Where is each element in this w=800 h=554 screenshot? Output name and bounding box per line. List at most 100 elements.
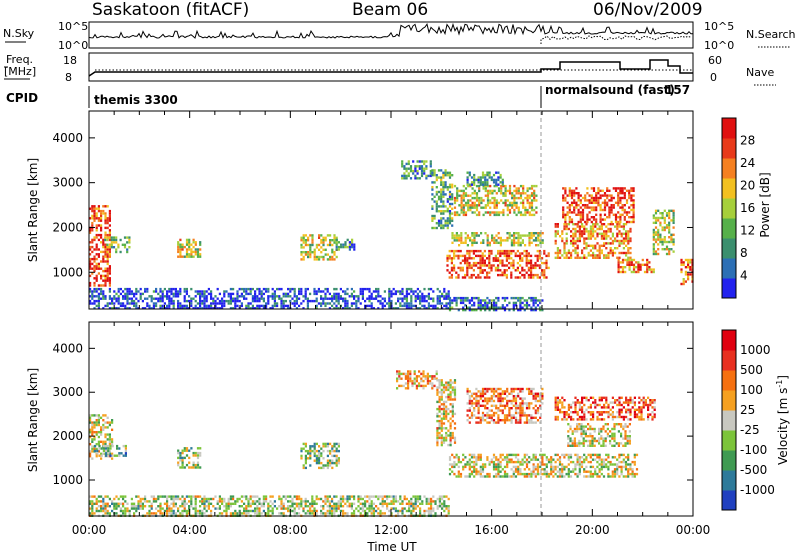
power-cell — [528, 296, 531, 300]
power-cell — [517, 232, 520, 235]
power-cell — [626, 261, 629, 264]
power-cell — [618, 251, 621, 255]
velocity-cell — [539, 392, 542, 395]
power-cell — [545, 266, 548, 270]
velocity-cell — [192, 454, 195, 457]
velocity-cell — [651, 418, 654, 421]
power-cell — [108, 236, 111, 239]
power-cell — [483, 254, 486, 258]
velocity-cell — [534, 468, 537, 471]
power-cell — [442, 200, 445, 203]
power-cell — [488, 276, 491, 279]
power-cell — [497, 176, 500, 179]
power-cell — [104, 245, 107, 249]
power-cell — [628, 189, 631, 192]
velocity-cell — [488, 475, 491, 478]
power-cell — [459, 249, 462, 253]
power-cell — [584, 194, 587, 197]
power-cell — [302, 236, 305, 239]
velocity-cell — [415, 377, 418, 380]
power-cell — [344, 241, 347, 244]
velocity-cell — [554, 396, 557, 399]
power-cell — [188, 295, 191, 298]
power-cell — [486, 241, 489, 244]
power-cell — [150, 307, 153, 310]
velocity-cell — [624, 432, 627, 435]
velocity-cell — [616, 411, 619, 414]
power-cell — [212, 297, 215, 300]
power-cell — [267, 299, 270, 303]
velocity-cell — [311, 445, 314, 448]
power-cell — [106, 257, 109, 261]
velocity-cell — [490, 416, 493, 419]
velocity-cell — [613, 425, 616, 428]
velocity-cell — [523, 411, 526, 415]
velocity-cell — [181, 461, 184, 464]
velocity-cell — [605, 406, 608, 409]
power-cell — [519, 213, 523, 217]
power-cell — [522, 187, 525, 190]
velocity-cell — [89, 495, 92, 498]
power-cell — [575, 187, 578, 190]
power-cell — [493, 211, 496, 214]
velocity-cell — [589, 418, 592, 421]
power-cell — [467, 204, 470, 207]
power-cell — [324, 253, 327, 256]
velocity-cell — [624, 463, 628, 466]
power-cell — [590, 196, 593, 200]
velocity-cell — [519, 460, 522, 464]
power-cell — [556, 249, 559, 252]
velocity-cell — [567, 413, 570, 416]
velocity-cell — [618, 401, 621, 404]
velocity-cell — [488, 397, 491, 400]
velocity-cell — [613, 437, 616, 440]
power-cell — [494, 259, 497, 262]
velocity-cell — [635, 453, 639, 457]
power-cell — [482, 184, 485, 188]
power-cell — [468, 254, 471, 258]
power-cell — [271, 292, 274, 296]
power-cell — [448, 304, 452, 307]
velocity-cell — [598, 432, 601, 435]
velocity-cell — [100, 447, 103, 450]
power-cell — [451, 306, 454, 309]
velocity-cell — [622, 460, 625, 464]
power-cell — [668, 212, 671, 215]
power-cell — [112, 246, 116, 249]
power-cell — [508, 192, 512, 195]
power-cell — [318, 258, 321, 261]
power-cell — [489, 201, 492, 205]
velocity-cell — [550, 470, 553, 473]
velocity-cell — [93, 426, 96, 429]
power-cell — [503, 249, 506, 253]
velocity-cell — [501, 390, 504, 393]
power-cell — [469, 239, 472, 242]
power-cell — [502, 192, 505, 195]
power-cell — [377, 299, 380, 303]
velocity-cell — [603, 396, 606, 399]
power-cell — [523, 269, 526, 272]
power-cell — [442, 181, 445, 184]
power-cell — [510, 273, 513, 277]
power-cell — [91, 217, 94, 220]
power-cell — [229, 297, 232, 300]
power-cell — [453, 239, 456, 242]
velocity-cell — [333, 445, 336, 448]
power-cell — [236, 292, 239, 296]
power-cell — [432, 290, 435, 293]
power-cell — [617, 263, 620, 266]
power-cell — [477, 249, 480, 253]
power-cell — [443, 295, 446, 298]
power-cell — [508, 252, 511, 255]
power-cell — [177, 304, 180, 308]
velocity-cell — [547, 475, 551, 478]
velocity-cell — [468, 463, 471, 466]
power-cell — [405, 167, 408, 170]
power-cell — [434, 304, 437, 308]
velocity-cell — [109, 447, 112, 450]
velocity-cell — [190, 466, 193, 469]
velocity-cell — [93, 502, 96, 505]
velocity-cell — [100, 454, 103, 457]
power-cell — [311, 236, 314, 239]
power-cell — [594, 223, 597, 226]
